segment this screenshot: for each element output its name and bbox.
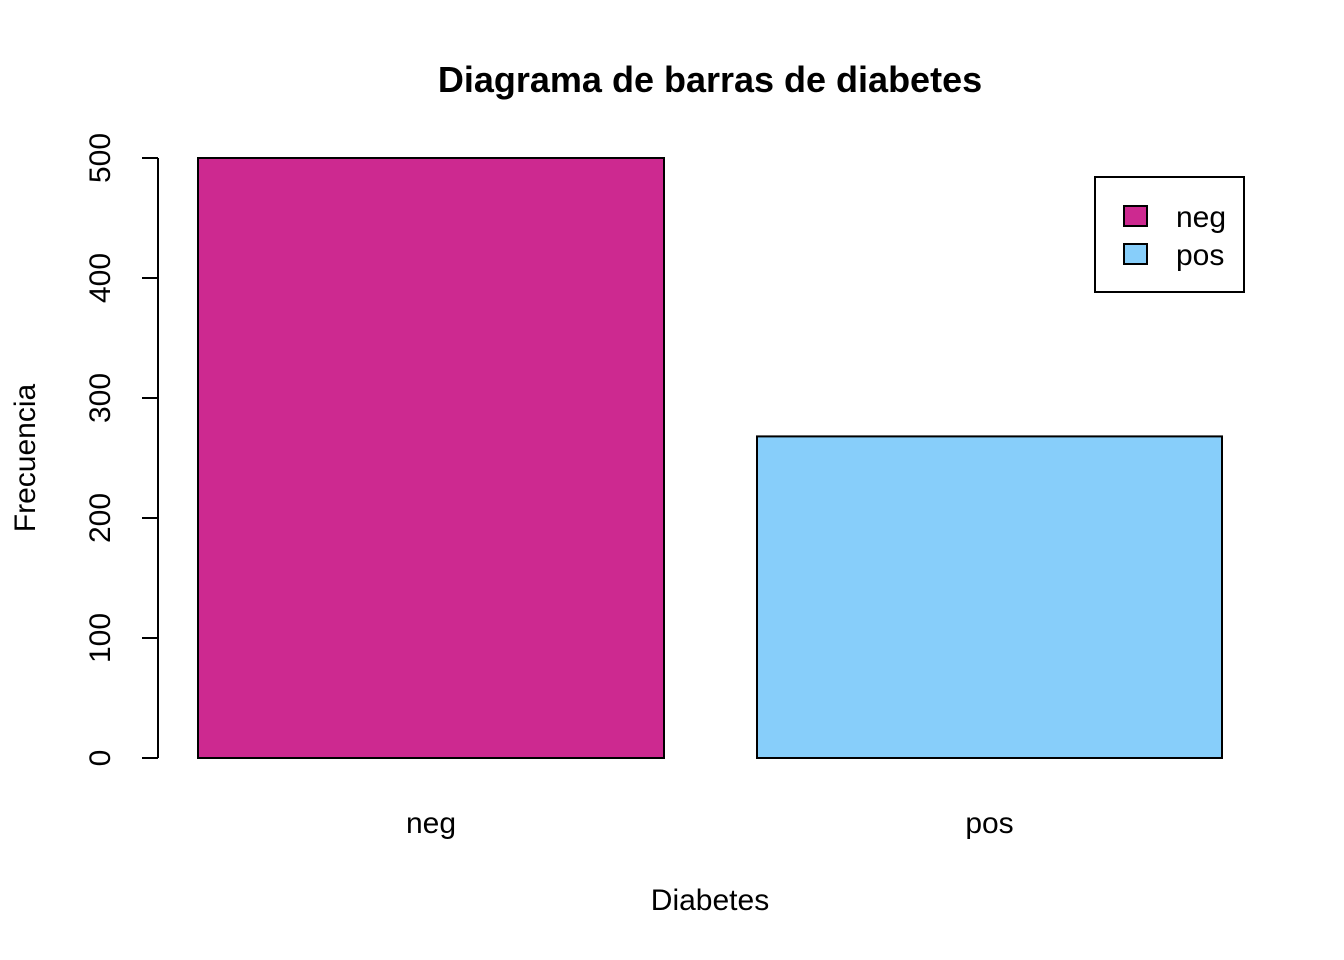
- legend-label-neg: neg: [1176, 201, 1226, 234]
- legend-swatch-pos: [1123, 243, 1148, 265]
- legend-label-pos: pos: [1176, 239, 1224, 272]
- y-tick-label: 300: [84, 373, 117, 423]
- y-tick-label: 0: [84, 750, 117, 767]
- chart-title: Diagrama de barras de diabetes: [438, 59, 982, 100]
- y-tick-label: 500: [84, 133, 117, 183]
- bar-neg: [197, 157, 665, 759]
- x-axis-tick-labels: neg pos: [406, 807, 1014, 840]
- y-tick-label: 200: [84, 493, 117, 543]
- x-tick-label-neg: neg: [406, 807, 456, 840]
- legend-box: [1094, 176, 1245, 293]
- y-tick-label: 400: [84, 253, 117, 303]
- x-tick-label-pos: pos: [965, 807, 1013, 840]
- x-axis-label: Diabetes: [651, 884, 769, 917]
- y-axis-label: Frecuencia: [9, 383, 42, 532]
- bar-pos: [756, 435, 1223, 759]
- legend-swatch-neg: [1123, 205, 1148, 227]
- bars: [197, 157, 1223, 759]
- y-axis: 0 100 200 300 400 500: [84, 133, 159, 767]
- legend: neg pos: [1094, 176, 1245, 293]
- y-tick-label: 100: [84, 613, 117, 663]
